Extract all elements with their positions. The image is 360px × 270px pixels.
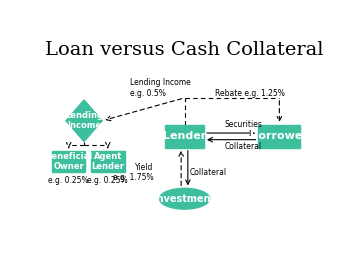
Text: Lending
Income: Lending Income <box>65 111 103 130</box>
Text: Borrower: Borrower <box>251 131 308 141</box>
Text: Collateral: Collateral <box>225 141 262 151</box>
Text: Securities: Securities <box>225 120 263 129</box>
Text: e.g. 0.25%: e.g. 0.25% <box>87 176 128 185</box>
Text: Lending Income
e.g. 0.5%: Lending Income e.g. 0.5% <box>130 79 191 98</box>
FancyBboxPatch shape <box>52 151 85 172</box>
Text: Agent
Lender: Agent Lender <box>91 151 124 171</box>
Text: Yield
e.g. 1.75%: Yield e.g. 1.75% <box>113 163 154 183</box>
Text: Rebate e.g. 1.25%: Rebate e.g. 1.25% <box>215 89 285 98</box>
FancyBboxPatch shape <box>91 151 125 172</box>
Text: e.g. 0.25%: e.g. 0.25% <box>48 176 89 185</box>
Text: Investment: Investment <box>153 194 216 204</box>
Polygon shape <box>66 100 102 141</box>
FancyBboxPatch shape <box>165 125 204 148</box>
Ellipse shape <box>159 188 210 209</box>
Text: Lender: Lender <box>163 131 206 141</box>
Text: Collateral: Collateral <box>190 168 227 177</box>
Text: Beneficial
Owner: Beneficial Owner <box>45 151 92 171</box>
FancyBboxPatch shape <box>258 125 300 148</box>
Text: Loan versus Cash Collateral: Loan versus Cash Collateral <box>45 41 324 59</box>
